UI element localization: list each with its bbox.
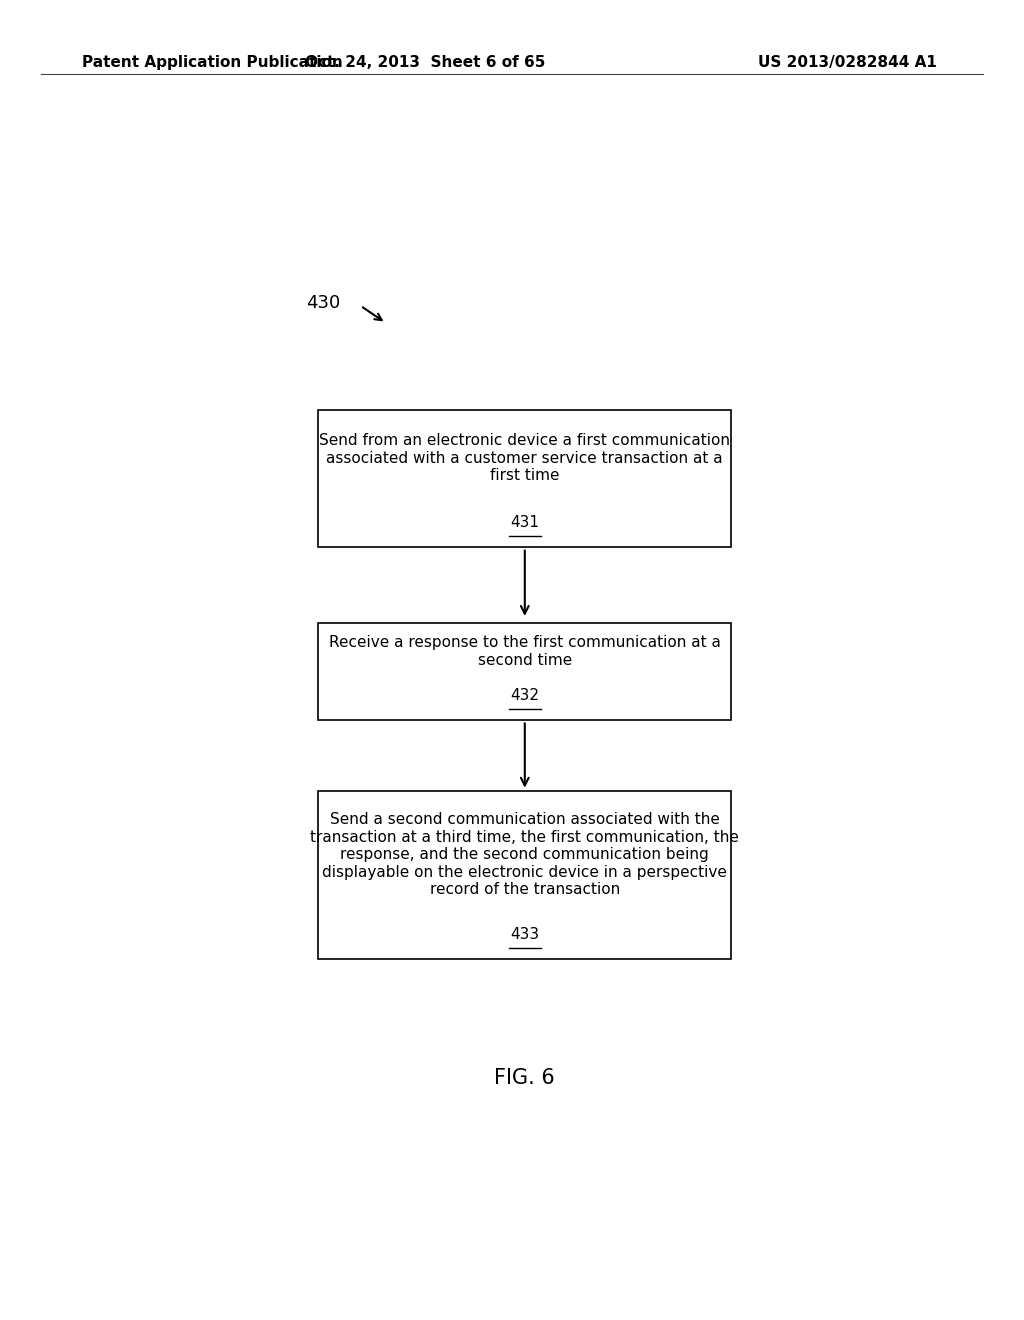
Text: 433: 433: [510, 927, 540, 942]
Text: Receive a response to the first communication at a
second time: Receive a response to the first communic…: [329, 635, 721, 668]
Text: US 2013/0282844 A1: US 2013/0282844 A1: [758, 55, 937, 70]
Text: Oct. 24, 2013  Sheet 6 of 65: Oct. 24, 2013 Sheet 6 of 65: [305, 55, 545, 70]
Text: Send from an electronic device a first communication
associated with a customer : Send from an electronic device a first c…: [319, 433, 730, 483]
Text: 432: 432: [510, 688, 540, 704]
Text: 430: 430: [306, 294, 341, 312]
Bar: [318, 411, 731, 548]
Text: Send a second communication associated with the
transaction at a third time, the: Send a second communication associated w…: [310, 812, 739, 896]
Text: FIG. 6: FIG. 6: [495, 1068, 555, 1088]
Text: Patent Application Publication: Patent Application Publication: [82, 55, 343, 70]
Bar: [318, 791, 731, 958]
Bar: [318, 623, 731, 719]
Text: 431: 431: [510, 515, 540, 531]
